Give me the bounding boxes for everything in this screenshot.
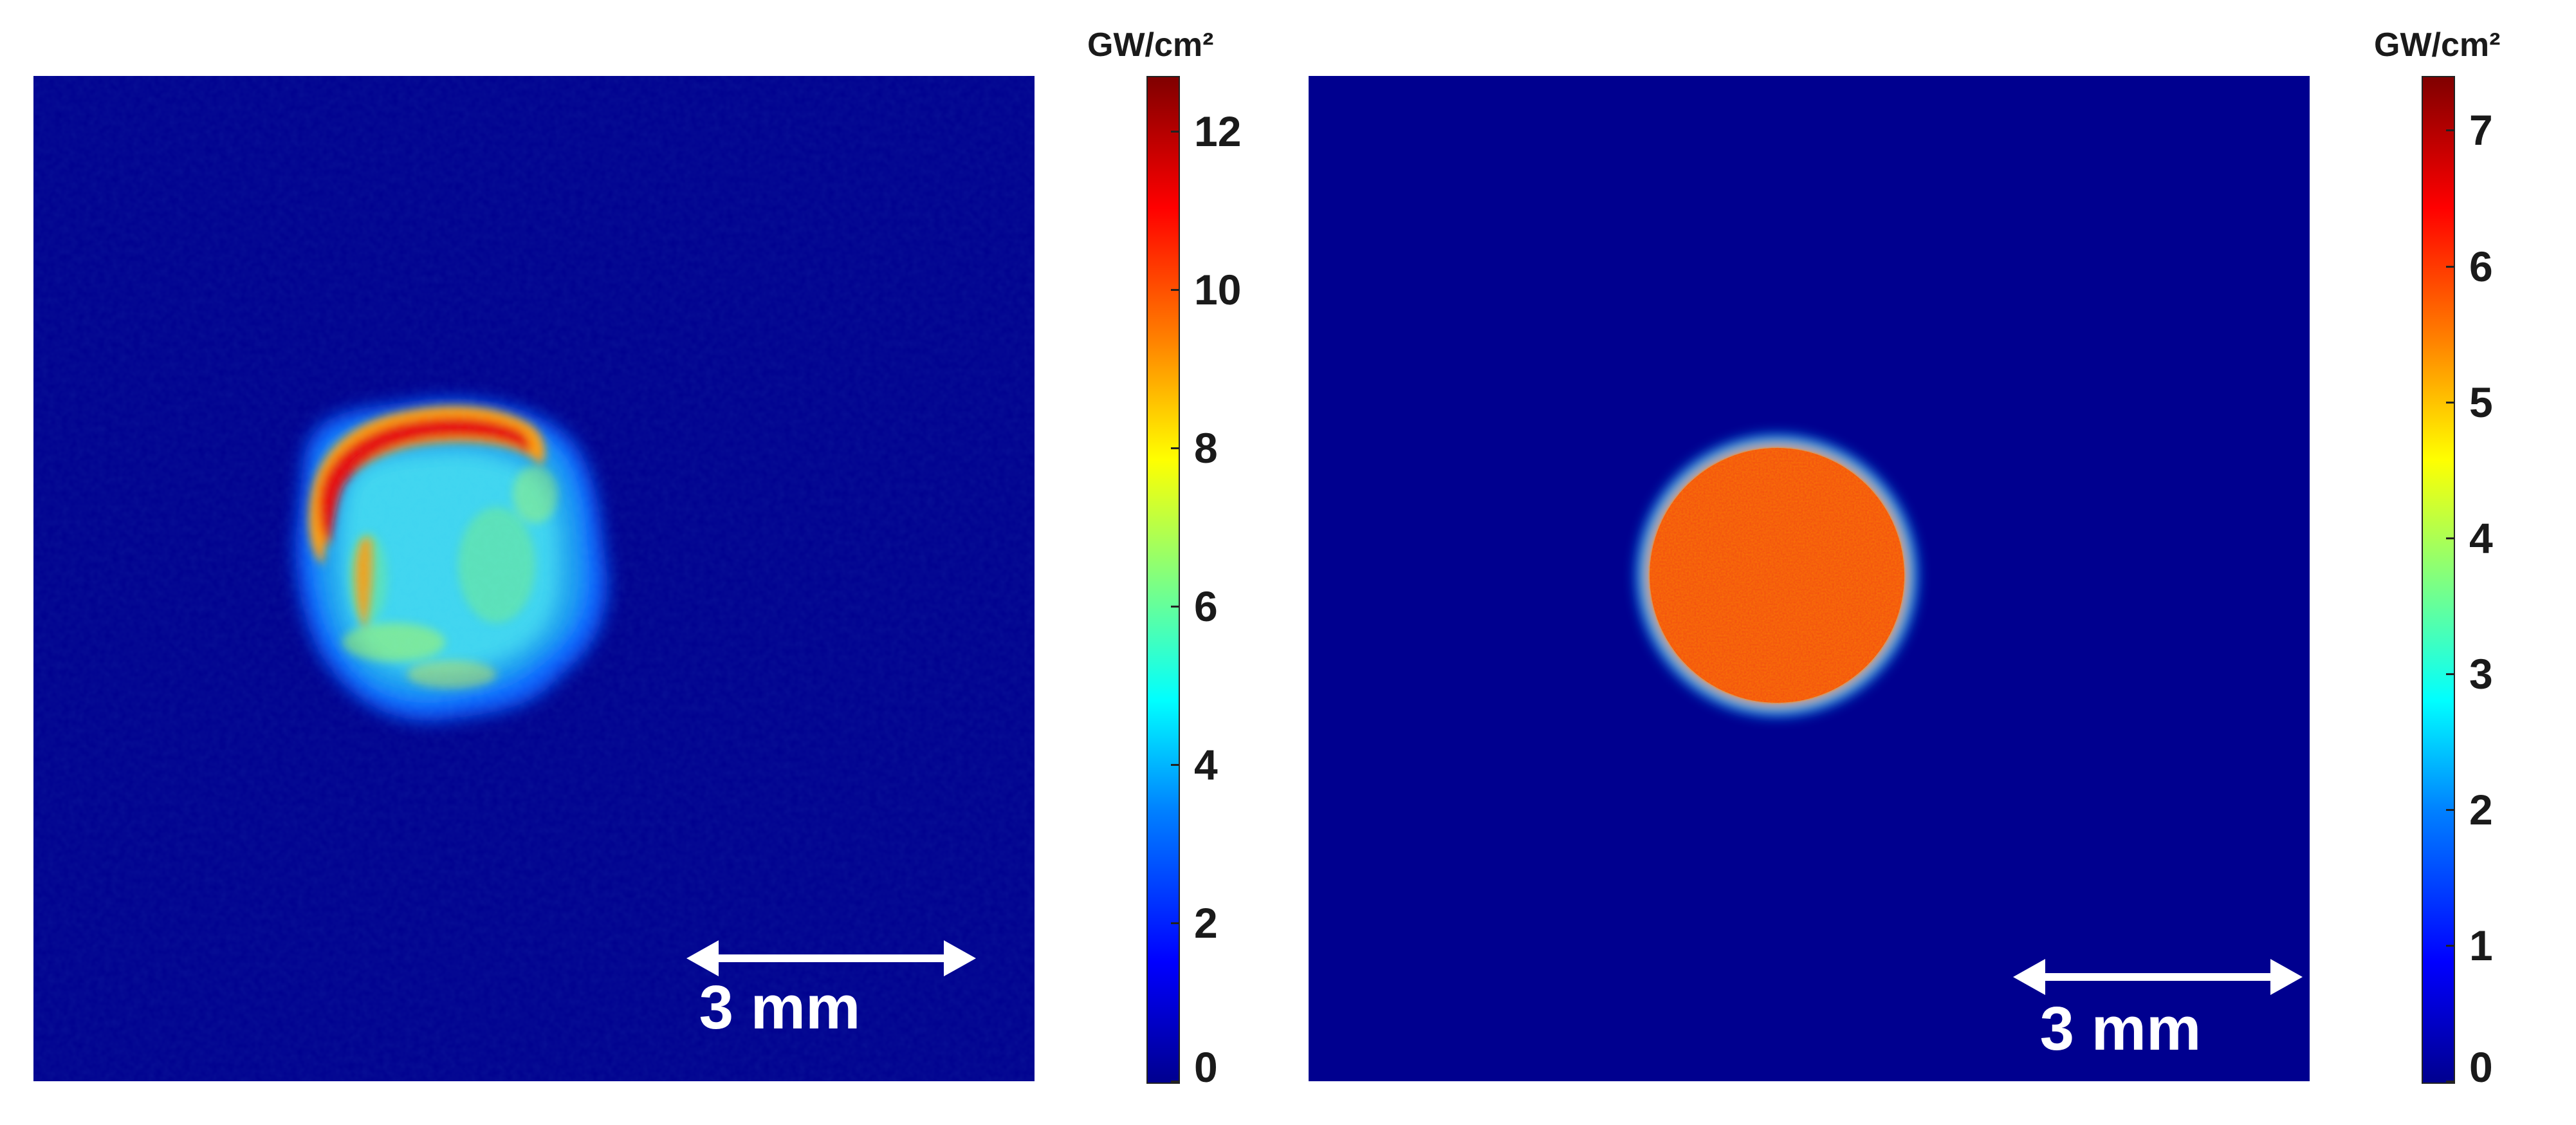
left-scale-bar-arrow: [686, 940, 976, 976]
colorbar-tick-label: 4: [1194, 741, 1218, 789]
colorbar-tick-mark: [2446, 129, 2455, 132]
colorbar-tick-label: 1: [2469, 921, 2493, 969]
right-scale-bar-arrow: [2013, 959, 2303, 995]
colorbar-tick-mark: [1171, 131, 1180, 133]
colorbar-tick-mark: [2446, 1081, 2455, 1083]
right-colorbar-unit: GW/cm²: [2374, 26, 2501, 64]
colorbar-tick-label: 2: [2469, 785, 2493, 833]
left-colorbar: GW/cm² 0 2 4 6 8 10 12: [1087, 26, 1325, 1091]
right-scale-bar-label: 3 mm: [2040, 994, 2202, 1063]
colorbar-tick-label: 3: [2469, 649, 2493, 698]
colorbar-tick-label: 5: [2469, 378, 2493, 426]
left-colorbar-gradient: [1146, 76, 1180, 1084]
left-beam-profile-image: 3 mm: [33, 76, 1035, 1081]
colorbar-tick-label: 8: [1194, 424, 1218, 472]
colorbar-tick-mark: [2446, 808, 2455, 811]
right-beam-profile-image: 3 mm: [1309, 76, 2310, 1081]
colorbar-tick-mark: [1171, 447, 1180, 450]
colorbar-tick-mark: [1171, 289, 1180, 292]
left-colorbar-unit: GW/cm²: [1087, 26, 1214, 64]
colorbar-tick-mark: [1171, 1081, 1180, 1083]
colorbar-tick-mark: [1171, 606, 1180, 608]
colorbar-tick-mark: [2446, 401, 2455, 404]
colorbar-tick-label: 7: [2469, 106, 2493, 154]
colorbar-tick-mark: [2446, 944, 2455, 947]
colorbar-tick-label: 12: [1194, 107, 1242, 156]
colorbar-tick-label: 6: [1194, 582, 1218, 631]
colorbar-tick-label: 4: [2469, 514, 2493, 562]
colorbar-tick-label: 0: [1194, 1043, 1218, 1091]
right-colorbar-gradient: [2422, 76, 2455, 1084]
colorbar-tick-mark: [1171, 764, 1180, 767]
colorbar-tick-mark: [2446, 673, 2455, 675]
colorbar-tick-mark: [1171, 922, 1180, 925]
colorbar-tick-mark: [2446, 265, 2455, 268]
colorbar-tick-label: 10: [1194, 266, 1242, 314]
colorbar-tick-label: 6: [2469, 242, 2493, 290]
left-scale-bar-label: 3 mm: [699, 973, 861, 1042]
colorbar-tick-label: 0: [2469, 1043, 2493, 1091]
right-colorbar: GW/cm² 0 1 2 3 4 5 6 7: [2374, 26, 2576, 1091]
colorbar-tick-mark: [2446, 537, 2455, 539]
colorbar-tick-label: 2: [1194, 899, 1218, 947]
